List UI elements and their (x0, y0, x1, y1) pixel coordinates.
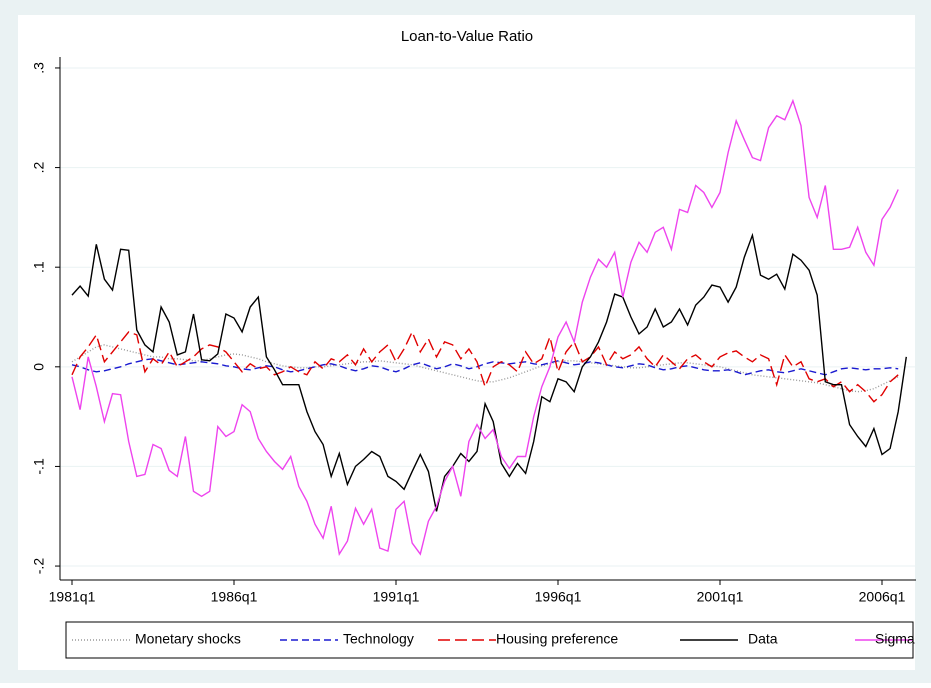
y-tick-label: .3 (31, 62, 47, 74)
series-line (71, 358, 899, 376)
legend-label: Technology (343, 631, 414, 647)
x-tick-label: 1981q1 (49, 589, 96, 605)
series-line (71, 330, 899, 403)
x-tick-label: 1991q1 (373, 589, 420, 605)
legend-label: Data (748, 631, 778, 647)
legend-label: Monetary shocks (135, 631, 241, 647)
y-tick-label: -.2 (31, 558, 47, 575)
x-tick-label: 2006q1 (859, 589, 906, 605)
x-tick-label: 2001q1 (697, 589, 744, 605)
series-line (71, 98, 899, 557)
legend-label: Sigma (875, 631, 915, 647)
x-tick-label: 1996q1 (535, 589, 582, 605)
y-tick-label: .2 (31, 162, 47, 174)
y-tick-label: -.1 (31, 458, 47, 475)
y-tick-label: 0 (31, 363, 47, 371)
series-line (71, 232, 907, 512)
graph-region (18, 15, 915, 670)
legend-label: Housing preference (496, 631, 618, 647)
series-line (71, 344, 899, 393)
chart-title: Loan-to-Value Ratio (401, 28, 533, 45)
x-tick-label: 1986q1 (211, 589, 258, 605)
y-tick-label: .1 (31, 261, 47, 273)
